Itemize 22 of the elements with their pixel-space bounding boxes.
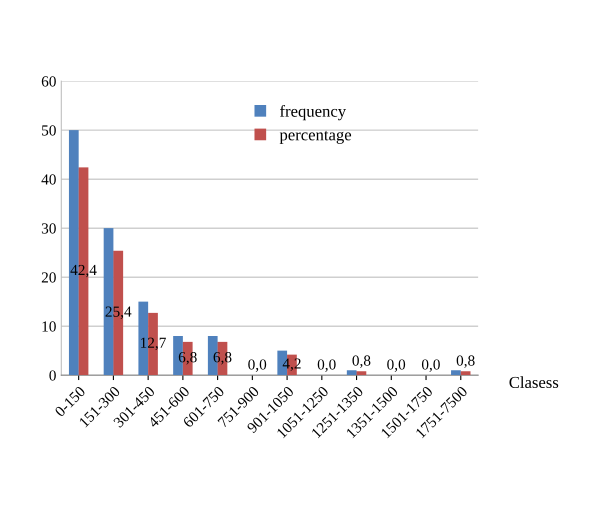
data-label: 0,0 — [318, 359, 336, 372]
data-label: 0,8 — [456, 355, 475, 368]
y-tick-label: 40 — [41, 174, 56, 185]
data-label: 0,0 — [422, 359, 440, 372]
legend-label: percentage — [280, 130, 352, 144]
y-tick-label: 50 — [42, 125, 56, 136]
data-label: 0,8 — [352, 355, 370, 368]
data-label: 42,4 — [70, 264, 97, 278]
data-label: 0,0 — [248, 359, 266, 372]
data-label: 0,0 — [387, 359, 406, 372]
data-label: 12,7 — [140, 338, 166, 350]
y-tick-label: 30 — [42, 223, 56, 234]
x-axis-title: Clasess — [509, 376, 558, 388]
bar — [346, 370, 357, 376]
data-label: 25,4 — [106, 306, 132, 319]
legend-label: frequency — [280, 104, 346, 120]
y-tick-label: 60 — [42, 76, 56, 87]
y-tick-label: 0 — [49, 370, 56, 381]
bar — [451, 370, 461, 376]
bar — [356, 371, 366, 376]
y-tick-label: 10 — [42, 321, 56, 332]
y-tick-label: 20 — [42, 272, 56, 283]
